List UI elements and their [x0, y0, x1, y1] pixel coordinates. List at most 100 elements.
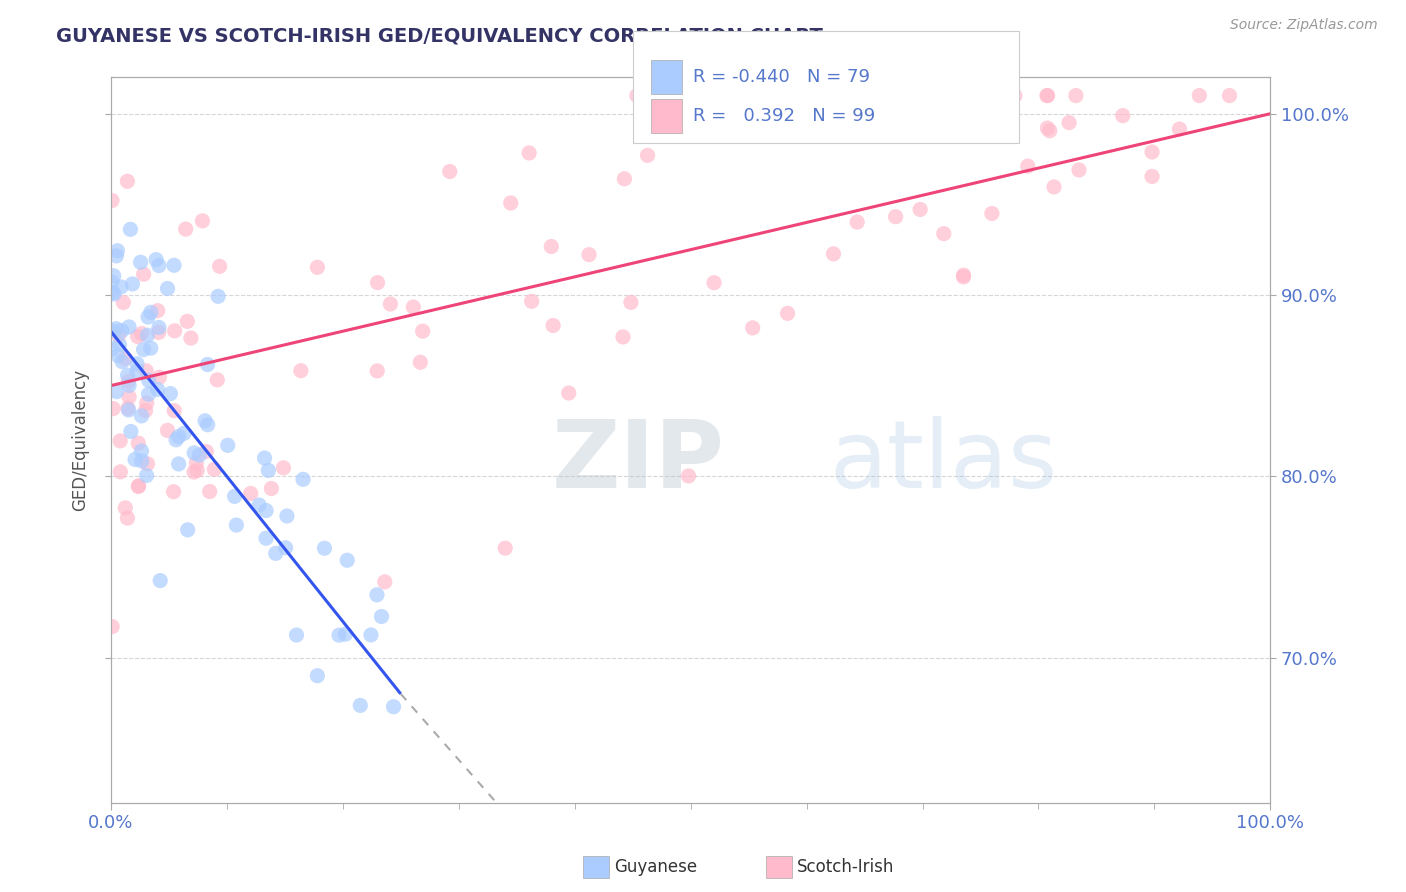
Point	[125, 364, 148, 378]
Point	[120, 425, 142, 439]
Point	[494, 541, 516, 556]
Point	[135, 396, 157, 410]
Point	[125, 357, 148, 371]
Point	[254, 531, 277, 545]
Point	[148, 370, 170, 384]
Point	[208, 260, 231, 274]
Point	[131, 444, 153, 458]
Point	[110, 280, 132, 294]
Point	[120, 222, 142, 236]
Point	[167, 457, 190, 471]
Point	[823, 247, 845, 261]
Point	[107, 348, 129, 362]
Point	[111, 354, 134, 368]
Point	[540, 239, 562, 253]
Point	[217, 438, 239, 452]
Point	[114, 500, 136, 515]
Point	[370, 609, 392, 624]
Point	[273, 460, 295, 475]
Point	[349, 698, 371, 713]
Point	[1140, 145, 1163, 159]
Point	[239, 486, 262, 500]
Point	[1039, 124, 1062, 138]
Point	[183, 465, 205, 479]
Point	[412, 324, 434, 338]
Point	[173, 426, 195, 441]
Point	[197, 417, 219, 432]
Point	[1188, 88, 1211, 103]
Point	[111, 324, 134, 338]
Point	[382, 699, 405, 714]
Point	[101, 194, 124, 208]
Point	[103, 287, 125, 301]
Point	[225, 518, 247, 533]
Point	[118, 320, 141, 334]
Y-axis label: GED/Equivalency: GED/Equivalency	[72, 369, 89, 511]
Point	[1036, 121, 1059, 136]
Point	[276, 508, 298, 523]
Point	[136, 328, 159, 343]
Point	[274, 541, 297, 555]
Point	[1036, 88, 1059, 103]
Point	[620, 295, 643, 310]
Point	[1168, 122, 1191, 136]
Point	[131, 454, 153, 468]
Point	[285, 628, 308, 642]
Point	[884, 210, 907, 224]
Point	[139, 341, 162, 355]
Point	[146, 303, 169, 318]
Point	[932, 227, 955, 241]
Point	[103, 268, 125, 283]
Point	[360, 628, 382, 642]
Point	[1043, 180, 1066, 194]
Point	[174, 222, 197, 236]
Point	[176, 314, 198, 328]
Point	[117, 403, 139, 417]
Point	[117, 511, 139, 525]
Point	[335, 627, 357, 641]
Point	[105, 321, 128, 335]
Point	[101, 275, 124, 289]
Point	[108, 337, 131, 351]
Point	[101, 285, 124, 300]
Point	[409, 355, 432, 369]
Point	[105, 384, 128, 399]
Point	[612, 330, 634, 344]
Point	[139, 305, 162, 319]
Point	[194, 414, 217, 428]
Point	[136, 310, 159, 324]
Point	[402, 300, 425, 314]
Point	[558, 386, 581, 401]
Text: R =   0.392   N = 99: R = 0.392 N = 99	[693, 107, 876, 125]
Point	[121, 277, 143, 291]
Point	[156, 423, 179, 437]
Point	[254, 503, 277, 517]
Point	[1218, 88, 1240, 103]
Point	[146, 383, 169, 397]
Text: GUYANESE VS SCOTCH-IRISH GED/EQUIVALENCY CORRELATION CHART: GUYANESE VS SCOTCH-IRISH GED/EQUIVALENCY…	[56, 27, 823, 45]
Point	[128, 479, 150, 493]
Point	[1004, 88, 1026, 103]
Point	[613, 171, 636, 186]
Point	[987, 88, 1010, 103]
Point	[131, 326, 153, 341]
Point	[541, 318, 564, 333]
Point	[1140, 169, 1163, 184]
Point	[980, 206, 1002, 220]
Point	[942, 124, 965, 138]
Point	[148, 320, 170, 334]
Point	[637, 148, 659, 162]
Point	[114, 351, 136, 366]
Point	[952, 269, 974, 284]
Point	[1017, 159, 1039, 173]
Text: atlas: atlas	[830, 416, 1057, 508]
Point	[108, 434, 131, 448]
Point	[186, 456, 208, 470]
Point	[145, 252, 167, 267]
Point	[703, 276, 725, 290]
Point	[180, 331, 202, 345]
Text: Guyanese: Guyanese	[614, 858, 697, 876]
Point	[138, 373, 160, 387]
Point	[163, 258, 186, 272]
Point	[439, 164, 461, 178]
